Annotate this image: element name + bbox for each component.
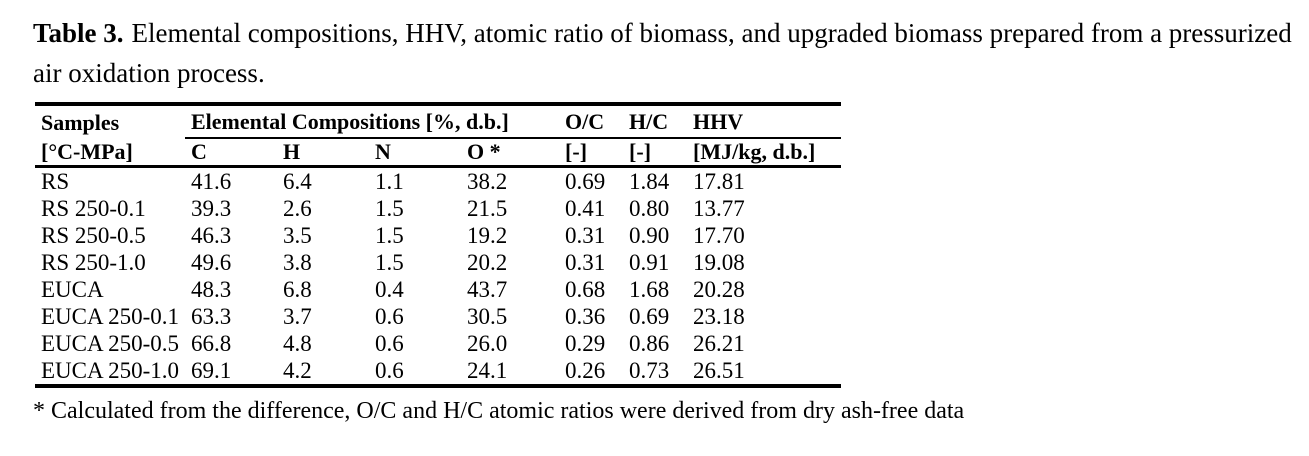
table-cell: 0.69 (565, 169, 606, 194)
cell-sample: EUCA 250-0.5 (41, 331, 179, 356)
table-cell: 0.26 (565, 358, 606, 383)
table-cell: 0.36 (565, 304, 606, 329)
subheader-hc-unit: [-] (623, 138, 688, 168)
table-cell: 17.70 (693, 223, 745, 248)
cell-sample: EUCA 250-1.0 (41, 358, 179, 383)
cell-sample: RS 250-1.0 (41, 250, 146, 275)
table-cell: 0.86 (629, 331, 670, 356)
table-cell: 1.84 (629, 169, 670, 194)
table-cell: 0.69 (629, 304, 670, 329)
table-cell: 43.7 (467, 277, 508, 302)
table-cell: 0.31 (565, 250, 606, 275)
table-cell: 21.5 (467, 196, 508, 221)
header-row-units: C H N O * [-] [-] [MJ/kg, d.b.] (35, 138, 842, 168)
table-row: RS 41.6 6.4 1.1 38.2 0.69 1.84 17.81 (35, 167, 841, 196)
table-cell: 0.80 (629, 196, 670, 221)
table-cell: 4.2 (283, 358, 312, 383)
column-group-elemental-compositions: Elemental Compositions [%, d.b.] (185, 104, 560, 139)
table-cell: 69.1 (191, 358, 232, 383)
table-cell: 48.3 (191, 277, 232, 302)
table-cell: 3.8 (283, 250, 312, 275)
table-cell: 24.1 (467, 358, 508, 383)
table-cell: 0.31 (565, 223, 606, 248)
table-cell: 0.6 (375, 304, 404, 329)
table-cell: 26.51 (693, 358, 745, 383)
table-cell: 0.68 (565, 277, 606, 302)
header-row-groups: Samples [°C-MPa] Elemental Compositions … (35, 104, 842, 168)
table-row: EUCA 48.3 6.8 0.4 43.7 0.68 1.68 20.28 (35, 276, 841, 303)
subheader-hhv-unit: [MJ/kg, d.b.] (687, 138, 842, 168)
table-cell: 0.6 (375, 358, 404, 383)
table-row: EUCA 250-0.1 63.3 3.7 0.6 30.5 0.36 0.69… (35, 303, 841, 330)
table-caption: Table 3. Elemental compositions, HHV, ato… (33, 13, 1303, 93)
subheader-oc-unit: [-] (559, 138, 624, 168)
elemental-composition-table: Samples [°C-MPa] Elemental Compositions … (35, 102, 842, 388)
table-cell: 6.8 (283, 277, 312, 302)
cell-sample: EUCA (41, 277, 104, 302)
table-cell: 0.6 (375, 331, 404, 356)
table-row: EUCA 250-0.5 66.8 4.8 0.6 26.0 0.29 0.86… (35, 330, 841, 357)
table-cell: 20.2 (467, 250, 508, 275)
cell-sample: RS (41, 169, 70, 194)
table-row: RS 250-0.1 39.3 2.6 1.5 21.5 0.41 0.80 1… (35, 195, 841, 222)
table-body: RS 41.6 6.4 1.1 38.2 0.69 1.84 17.81 RS … (35, 167, 841, 387)
cell-sample: RS 250-0.5 (41, 223, 146, 248)
table-cell: 20.28 (693, 277, 745, 302)
table-cell: 1.5 (375, 250, 404, 275)
cell-sample: RS 250-0.1 (41, 196, 146, 221)
subheader-o: O * (461, 138, 560, 168)
subheader-h: H (277, 138, 369, 168)
table-footnote: * Calculated from the difference, O/C an… (33, 398, 965, 424)
caption-label: Table 3. (33, 18, 124, 48)
column-header-samples-line2: [°C-MPa] (41, 139, 133, 164)
table-cell: 26.21 (693, 331, 745, 356)
table-cell: 41.6 (191, 169, 232, 194)
table-cell: 13.77 (693, 196, 745, 221)
table-cell: 0.41 (565, 196, 606, 221)
table-cell: 0.73 (629, 358, 670, 383)
table-cell: 3.5 (283, 223, 312, 248)
subheader-n: N (369, 138, 461, 168)
column-header-samples-line1: Samples (41, 110, 120, 135)
table-cell: 17.81 (693, 169, 745, 194)
table-header: Samples [°C-MPa] Elemental Compositions … (35, 104, 842, 168)
table-cell: 19.2 (467, 223, 508, 248)
table-cell: 49.6 (191, 250, 232, 275)
table-cell: 0.4 (375, 277, 404, 302)
table-cell: 0.90 (629, 223, 670, 248)
table-row: RS 250-1.0 49.6 3.8 1.5 20.2 0.31 0.91 1… (35, 249, 841, 276)
table-cell: 3.7 (283, 304, 312, 329)
table-cell: 1.5 (375, 223, 404, 248)
table-cell: 38.2 (467, 169, 508, 194)
table-cell: 66.8 (191, 331, 232, 356)
table-cell: 2.6 (283, 196, 312, 221)
column-header-hhv: HHV (687, 104, 842, 139)
table-cell: 39.3 (191, 196, 232, 221)
table-cell: 26.0 (467, 331, 508, 356)
table-cell: 30.5 (467, 304, 508, 329)
subheader-c: C (185, 138, 277, 168)
table-cell: 63.3 (191, 304, 232, 329)
table-cell: 1.5 (375, 196, 404, 221)
table-cell: 46.3 (191, 223, 232, 248)
table-cell: 4.8 (283, 331, 312, 356)
column-header-samples: Samples [°C-MPa] (35, 104, 185, 168)
table-row: RS 250-0.5 46.3 3.5 1.5 19.2 0.31 0.90 1… (35, 222, 841, 249)
table-cell: 19.08 (693, 250, 745, 275)
column-header-oc: O/C (559, 104, 624, 139)
column-header-hc: H/C (623, 104, 688, 139)
caption-text: Elemental compositions, HHV, atomic rati… (33, 18, 1292, 88)
table-cell: 0.91 (629, 250, 670, 275)
table-cell: 23.18 (693, 304, 745, 329)
table-cell: 1.1 (375, 169, 404, 194)
cell-sample: EUCA 250-0.1 (41, 304, 179, 329)
table-cell: 0.29 (565, 331, 606, 356)
table-cell: 6.4 (283, 169, 312, 194)
table-row: EUCA 250-1.0 69.1 4.2 0.6 24.1 0.26 0.73… (35, 357, 841, 386)
table-cell: 1.68 (629, 277, 670, 302)
